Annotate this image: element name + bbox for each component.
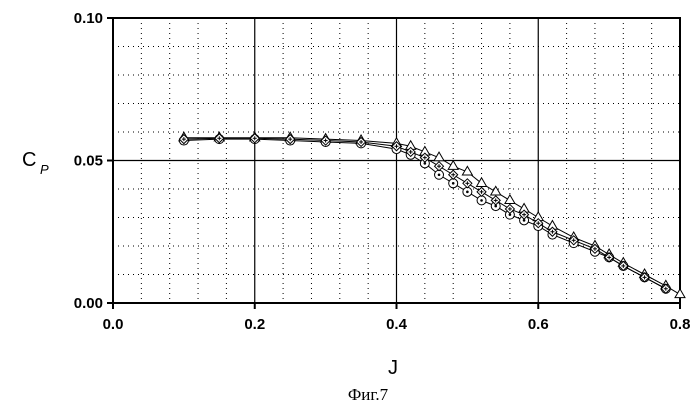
major-grid	[113, 18, 680, 303]
x-tick-label: 0.8	[670, 316, 691, 333]
x-tick-label: 0.2	[244, 316, 265, 333]
series-line	[184, 138, 680, 295]
y-tick-label: 0.00	[74, 295, 103, 312]
figure-caption: Фиг.7	[348, 385, 389, 404]
x-tick-label: 0.0	[103, 316, 124, 333]
axis-ticks: 0.0 0.2 0.4 0.6 0.8 0.00 0.05 0.10	[74, 10, 691, 333]
data-point-triangle	[675, 289, 685, 298]
y-axis-label-subscript: P	[40, 162, 49, 177]
data-point-triangle	[477, 178, 487, 187]
x-tick-label: 0.4	[386, 316, 408, 333]
data-point-triangle	[505, 195, 515, 204]
x-axis-label: J	[388, 357, 398, 379]
data-point-circle-dot	[466, 191, 469, 194]
data-point-circle-dot	[438, 173, 441, 176]
data-point-circle-dot	[480, 199, 483, 202]
y-tick-label: 0.10	[74, 10, 103, 27]
y-axis-label: C	[22, 149, 36, 171]
data-point-triangle	[491, 186, 501, 195]
y-tick-label: 0.05	[74, 153, 103, 170]
data-point-circle-dot	[452, 182, 455, 185]
data-point-triangle	[448, 161, 458, 170]
x-tick-label: 0.6	[528, 316, 549, 333]
